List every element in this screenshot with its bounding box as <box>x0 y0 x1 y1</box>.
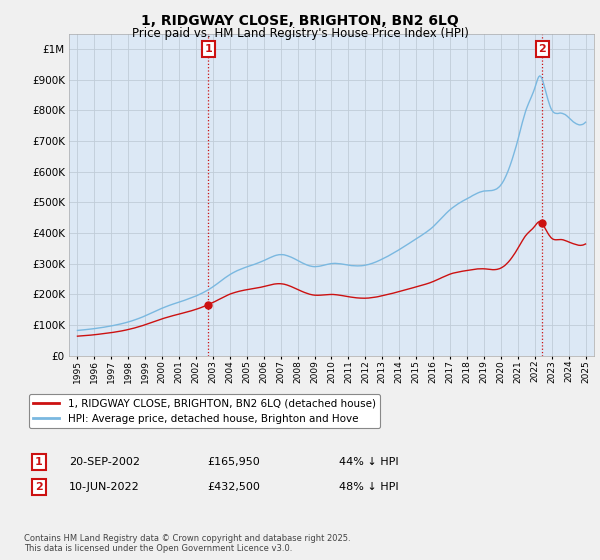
Text: 48% ↓ HPI: 48% ↓ HPI <box>339 482 398 492</box>
Text: Price paid vs. HM Land Registry's House Price Index (HPI): Price paid vs. HM Land Registry's House … <box>131 27 469 40</box>
Text: 2: 2 <box>538 44 546 54</box>
Text: Contains HM Land Registry data © Crown copyright and database right 2025.
This d: Contains HM Land Registry data © Crown c… <box>24 534 350 553</box>
Text: 1: 1 <box>205 44 212 54</box>
Text: 2: 2 <box>35 482 43 492</box>
Legend: 1, RIDGWAY CLOSE, BRIGHTON, BN2 6LQ (detached house), HPI: Average price, detach: 1, RIDGWAY CLOSE, BRIGHTON, BN2 6LQ (det… <box>29 394 380 428</box>
Text: 20-SEP-2002: 20-SEP-2002 <box>69 457 140 467</box>
Text: 1, RIDGWAY CLOSE, BRIGHTON, BN2 6LQ: 1, RIDGWAY CLOSE, BRIGHTON, BN2 6LQ <box>141 14 459 28</box>
Text: 10-JUN-2022: 10-JUN-2022 <box>69 482 140 492</box>
Text: 1: 1 <box>35 457 43 467</box>
Text: £165,950: £165,950 <box>207 457 260 467</box>
Text: £432,500: £432,500 <box>207 482 260 492</box>
Text: 44% ↓ HPI: 44% ↓ HPI <box>339 457 398 467</box>
